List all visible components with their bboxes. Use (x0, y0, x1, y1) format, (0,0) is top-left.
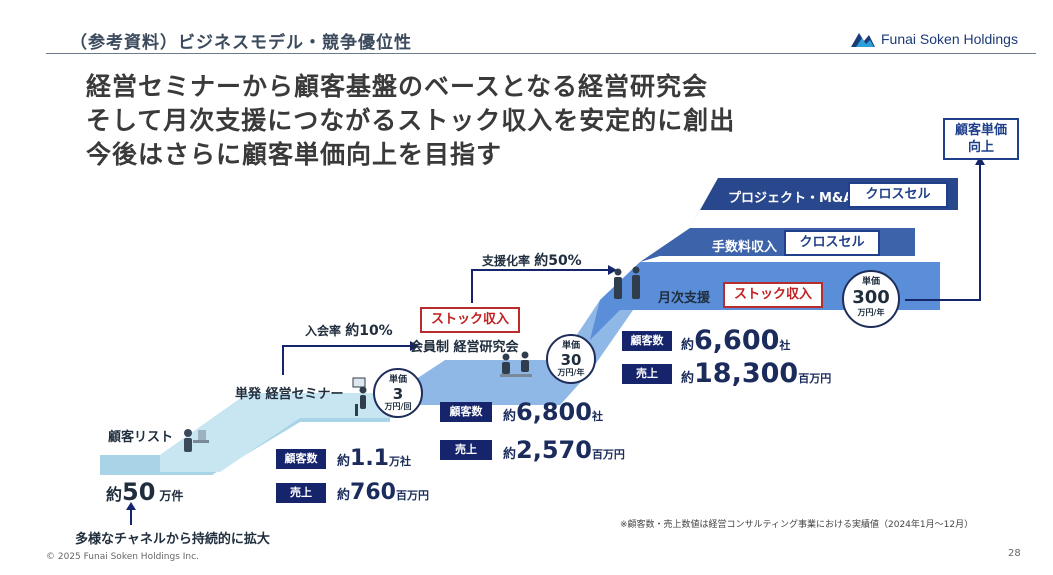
unit-price-up-tag: 顧客単価 向上 (943, 118, 1019, 160)
join-rate-arrowhead (410, 341, 419, 351)
monthly-sales-suffix: 百万円 (798, 372, 832, 385)
seminar-sales-prefix: 約 (337, 488, 351, 503)
project-label: プロジェクト・M&A (728, 191, 854, 206)
footnote: ※顧客数・売上数値は経営コンサルティング事業における実績値（2024年1月〜12… (620, 520, 974, 530)
cross-sell-tag-1: クロスセル (784, 230, 880, 256)
monthly-customers-badge: 顧客数 (622, 331, 672, 351)
list-count: 約50 万件 (106, 478, 183, 506)
section-title: （参考資料）ビジネスモデル・競争優位性 (70, 33, 412, 53)
society-customers-value: 約6,800社 (503, 398, 603, 426)
headline-line-3: 今後はさらに顧客単価向上を目指す (86, 140, 503, 169)
list-count-suffix: 万件 (159, 489, 184, 503)
company-logo: Funai Soken Holdings (850, 28, 1018, 50)
monthly-unit-price-value: 300 (852, 287, 890, 308)
step-seminar (160, 393, 395, 472)
monthly-customers-value: 約6,600社 (681, 325, 790, 356)
join-rate-arrow (282, 345, 410, 375)
expand-note: 多様なチャネルから持続的に拡大 (75, 532, 270, 547)
support-rate: 支援化率 約50% (482, 250, 582, 270)
seminar-unit-price-circle: 単価 3 万円/回 (373, 368, 423, 418)
funai-logo-icon (851, 33, 875, 47)
stock-income-tag-2: ストック収入 (723, 282, 823, 308)
presenter-icon (352, 377, 367, 416)
handshake-icon (614, 266, 640, 299)
fee-label: 手数料収入 (712, 240, 778, 255)
seminar-sales-value: 約760百万円 (337, 480, 429, 505)
seminar-label: 単発 経営セミナー (235, 387, 344, 402)
person-desk-icon (184, 429, 209, 452)
seminar-customers-value: 約1.1万社 (337, 446, 411, 471)
monthly-customers-prefix: 約 (681, 338, 695, 353)
society-sales-badge: 売上 (440, 440, 492, 460)
header-divider (46, 53, 1036, 54)
unit-price-arrowhead (975, 156, 985, 165)
support-rate-value: 約50% (534, 253, 582, 269)
seminar-unit-price-top: 単価 (388, 375, 407, 385)
monthly-customers-num: 6,600 (694, 325, 780, 356)
support-rate-prefix: 支援化率 (482, 254, 531, 268)
meeting-icon (500, 351, 532, 377)
seminar-unit-price-value: 3 (392, 385, 404, 403)
monthly-sales-num: 18,300 (694, 358, 799, 389)
monthly-sales-prefix: 約 (681, 371, 695, 386)
monthly-label: 月次支援 (658, 291, 711, 306)
society-unit-price-top: 単価 (561, 341, 580, 351)
seminar-customers-num: 1.1 (350, 446, 389, 471)
monthly-unit-price-top: 単価 (861, 277, 880, 287)
seminar-sales-num: 760 (350, 480, 396, 505)
join-rate-prefix: 入会率 (305, 324, 342, 338)
society-unit-price-unit: 万円/年 (557, 368, 585, 377)
unit-price-arrow (905, 165, 981, 301)
support-rate-arrowhead (608, 265, 617, 275)
support-rate-arrow (471, 269, 608, 303)
page-number: 28 (1008, 548, 1021, 559)
seminar-customers-suffix: 万社 (389, 455, 411, 468)
seminar-customers-prefix: 約 (337, 454, 351, 469)
society-sales-prefix: 約 (503, 447, 517, 462)
stock-income-tag-1: ストック収入 (420, 307, 520, 333)
seminar-sales-badge: 売上 (276, 483, 326, 503)
society-unit-price-value: 30 (560, 351, 582, 369)
monthly-unit-price-unit: 万円/年 (857, 308, 885, 317)
cross-sell-tag-2: クロスセル (848, 182, 948, 208)
headline-line-2: そして月次支援につながるストック収入を安定的に創出 (86, 106, 736, 135)
headline: 経営セミナーから顧客基盤のベースとなる経営研究会 そして月次支援につながるストッ… (86, 70, 735, 172)
monthly-customers-suffix: 社 (779, 339, 791, 352)
society-sales-suffix: 百万円 (591, 448, 625, 461)
society-customers-suffix: 社 (591, 410, 603, 423)
list-label: 顧客リスト (108, 430, 174, 445)
copyright: © 2025 Funai Soken Holdings Inc. (46, 552, 199, 562)
society-customers-badge: 顧客数 (440, 402, 492, 422)
monthly-unit-price-circle: 単価 300 万円/年 (842, 270, 900, 328)
headline-line-1: 経営セミナーから顧客基盤のベースとなる経営研究会 (86, 72, 709, 101)
society-label: 会員制 経営研究会 (410, 340, 519, 355)
list-count-num: 50 (122, 478, 156, 506)
monthly-sales-badge: 売上 (622, 364, 672, 384)
seminar-sales-suffix: 百万円 (395, 489, 429, 502)
society-customers-prefix: 約 (503, 409, 517, 424)
expand-arrowhead (126, 502, 136, 510)
company-logo-text: Funai Soken Holdings (881, 31, 1018, 47)
society-sales-num: 2,570 (516, 436, 592, 464)
society-customers-num: 6,800 (516, 398, 592, 426)
list-count-prefix: 約 (106, 485, 123, 504)
join-rate-value: 約10% (345, 323, 393, 339)
society-unit-price-circle: 単価 30 万円/年 (546, 334, 596, 384)
society-sales-value: 約2,570百万円 (503, 436, 625, 464)
seminar-unit-price-unit: 万円/回 (384, 402, 412, 411)
monthly-sales-value: 約18,300百万円 (681, 358, 831, 389)
seminar-customers-badge: 顧客数 (276, 449, 326, 469)
join-rate: 入会率 約10% (305, 320, 393, 340)
